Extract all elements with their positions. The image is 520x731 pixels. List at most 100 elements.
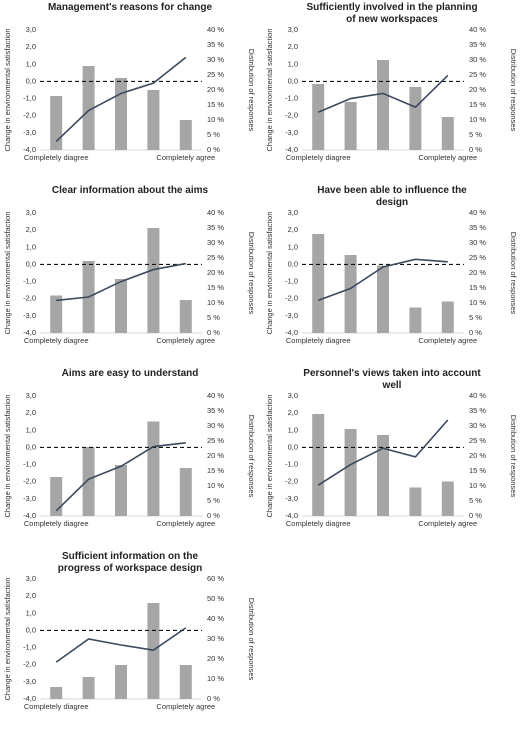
- y-tick-label: 2,0: [26, 408, 36, 417]
- y-tick-label: 2,0: [288, 42, 298, 51]
- y-tick-label: -3,0: [23, 311, 36, 320]
- chart: -4,0 -3,0 -2,0 -1,0 0,0 1,0 2,0 3,0 0 % 5 % 10 % 15…: [265, 208, 518, 345]
- y2-tick-label: 60 %: [207, 574, 224, 583]
- bar: [312, 234, 325, 333]
- chart: -4,0 -3,0 -2,0 -1,0 0,0 1,0 2,0 3,0 0 % 10 % 20 % 3…: [3, 574, 256, 711]
- y-axis-label: Change in environmental satisfaction: [265, 212, 274, 335]
- y2-tick-label: 30 %: [469, 421, 486, 430]
- y-tick-label: 3,0: [26, 208, 36, 217]
- y-tick-label: 0,0: [288, 442, 298, 451]
- y2-tick-label: 40 %: [207, 25, 224, 34]
- bar: [115, 465, 127, 516]
- y2-tick-label: 10 %: [469, 298, 486, 307]
- y-tick-label: -4,0: [285, 328, 298, 337]
- y-axis-label: Change in environmental satisfaction: [3, 212, 12, 335]
- y-tick-label: -3,0: [23, 128, 36, 137]
- y-tick-label: 2,0: [26, 225, 36, 234]
- bar: [147, 603, 160, 699]
- y-tick-label: -2,0: [23, 111, 36, 120]
- y2-axis-label: Distribution of responses: [247, 598, 256, 681]
- y2-tick-label: 35 %: [469, 406, 486, 415]
- y2-tick-label: 10 %: [207, 115, 224, 124]
- chart-panel: -4,0 -3,0 -2,0 -1,0 0,0 1,0 2,0 3,0 0 % 5 % 10 % 15…: [262, 366, 520, 548]
- chart-panel: -4,0 -3,0 -2,0 -1,0 0,0 1,0 2,0 3,0 0 % 5 % 10 % 15…: [0, 0, 260, 182]
- bar: [179, 300, 192, 333]
- y-tick-label: -2,0: [285, 294, 298, 303]
- y2-tick-label: 5 %: [469, 130, 482, 139]
- x-tick-label: Completely agree: [418, 336, 477, 345]
- bar: [409, 307, 422, 333]
- y-tick-label: 0,0: [26, 625, 36, 634]
- bar: [115, 665, 127, 699]
- y-tick-label: -3,0: [285, 128, 298, 137]
- y2-axis-label: Distribution of responses: [509, 49, 518, 132]
- chart: -4,0 -3,0 -2,0 -1,0 0,0 1,0 2,0 3,0 0 % 5 % 10 % 15…: [265, 391, 518, 528]
- bar: [115, 78, 127, 150]
- bar: [147, 228, 160, 333]
- y2-tick-label: 40 %: [207, 208, 224, 217]
- y2-tick-label: 25 %: [469, 436, 486, 445]
- y-tick-label: -2,0: [285, 111, 298, 120]
- y-tick-label: 1,0: [26, 242, 36, 251]
- x-tick-label: Completely diagree: [24, 153, 89, 162]
- y-tick-label: 3,0: [26, 391, 36, 400]
- y-tick-label: -1,0: [285, 277, 298, 286]
- bar: [409, 487, 422, 516]
- y2-tick-label: 40 %: [469, 25, 486, 34]
- y2-tick-label: 30 %: [469, 238, 486, 247]
- line: [55, 627, 187, 663]
- y2-tick-label: 10 %: [469, 115, 486, 124]
- x-tick-label: Completely diagree: [286, 336, 351, 345]
- y-axis-label: Change in environmental satisfaction: [265, 395, 274, 518]
- bar: [179, 665, 192, 699]
- y-tick-label: -4,0: [285, 145, 298, 154]
- y-tick-label: 1,0: [288, 425, 298, 434]
- y-tick-label: -3,0: [285, 311, 298, 320]
- x-tick-label: Completely diagree: [286, 519, 351, 528]
- y-tick-label: 3,0: [288, 391, 298, 400]
- y-tick-label: 3,0: [26, 574, 36, 583]
- line: [317, 419, 449, 486]
- y2-tick-label: 35 %: [207, 40, 224, 49]
- chart-title: Clear information about the aims: [51, 185, 209, 196]
- line: [317, 258, 448, 302]
- y2-tick-label: 35 %: [469, 40, 486, 49]
- y2-tick-label: 0 %: [469, 145, 482, 154]
- y2-tick-label: 5 %: [469, 313, 482, 322]
- bar: [179, 120, 192, 150]
- y-tick-label: -3,0: [285, 494, 298, 503]
- y2-tick-label: 5 %: [207, 313, 220, 322]
- y-tick-label: 3,0: [288, 25, 298, 34]
- line: [56, 262, 186, 302]
- y2-axis-label: Distribution of responses: [247, 232, 256, 315]
- y2-tick-label: 15 %: [469, 283, 486, 292]
- x-tick-label: Completely agree: [156, 519, 215, 528]
- y2-tick-label: 40 %: [469, 391, 486, 400]
- bar: [441, 481, 454, 516]
- y2-tick-label: 35 %: [207, 406, 224, 415]
- y-tick-label: -4,0: [23, 694, 36, 703]
- y-tick-label: -3,0: [23, 494, 36, 503]
- y2-tick-label: 40 %: [207, 614, 224, 623]
- y2-tick-label: 0 %: [469, 328, 482, 337]
- y2-tick-label: 10 %: [207, 674, 224, 683]
- chart: -4,0 -3,0 -2,0 -1,0 0,0 1,0 2,0 3,0 0 % 5 % 10 % 15…: [3, 25, 256, 162]
- y-tick-label: 1,0: [26, 425, 36, 434]
- chart-panel: -4,0 -3,0 -2,0 -1,0 0,0 1,0 2,0 3,0 0 % 5 % 10 % 15…: [262, 183, 520, 365]
- y2-tick-label: 25 %: [207, 253, 224, 262]
- y-tick-label: -1,0: [23, 277, 36, 286]
- y2-tick-label: 10 %: [207, 298, 224, 307]
- y-tick-label: 2,0: [288, 408, 298, 417]
- chart-title: Sufficient information on the progress o…: [57, 551, 203, 574]
- y2-tick-label: 20 %: [469, 85, 486, 94]
- bar: [50, 477, 63, 516]
- bar: [312, 414, 325, 516]
- y-axis-label: Change in environmental satisfaction: [3, 578, 12, 701]
- y-tick-label: -4,0: [23, 511, 36, 520]
- y-tick-label: -1,0: [23, 643, 36, 652]
- y2-tick-label: 35 %: [207, 223, 224, 232]
- y-tick-label: 3,0: [288, 208, 298, 217]
- bar: [82, 447, 95, 516]
- y2-tick-label: 0 %: [469, 511, 482, 520]
